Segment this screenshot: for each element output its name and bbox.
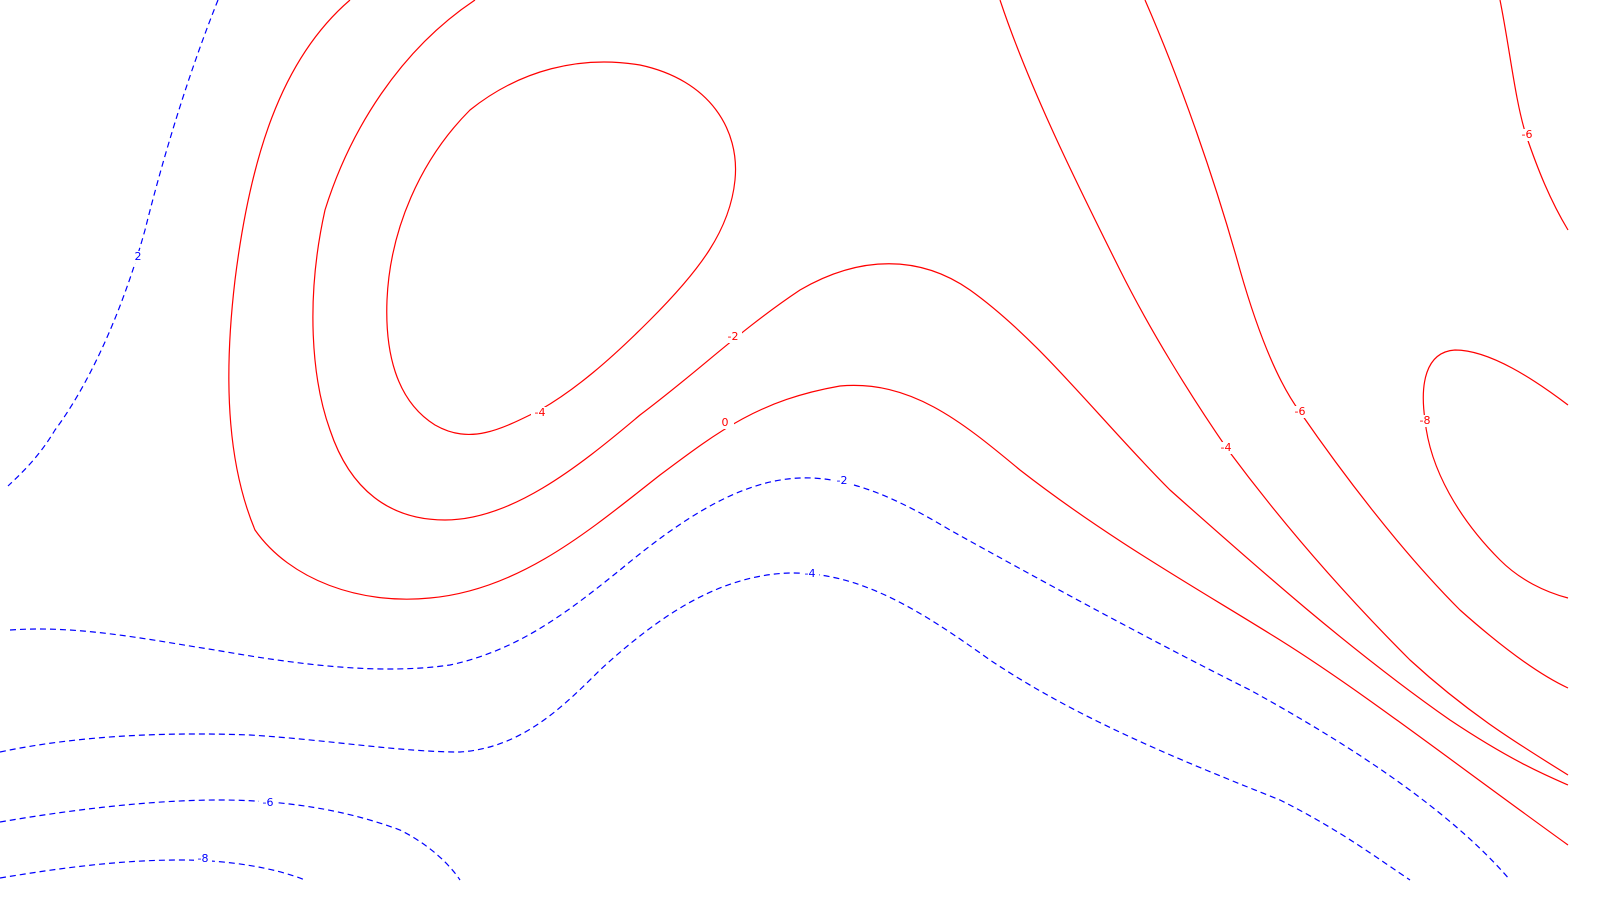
contour-label-bg-line-top-right--6 bbox=[1518, 129, 1536, 141]
contour-label-bg-line-dashed--2 bbox=[833, 475, 851, 487]
contour-label-line-right-bowl--8: -8 bbox=[1420, 414, 1431, 427]
contour-label-bg-line-right-bowl--8 bbox=[1416, 415, 1434, 427]
contour-label-line-right--6: -6 bbox=[1295, 405, 1306, 418]
contour-line-line-dashed--2 bbox=[9, 477, 1511, 881]
contour-line-line-outer-0 bbox=[228, 0, 1569, 846]
contour-label-line-dashed--6: -6 bbox=[263, 796, 274, 809]
contour-label-line-top-right--6: -6 bbox=[1522, 128, 1533, 141]
contour-line-line-right-bowl--8 bbox=[1422, 349, 1569, 599]
contour-line-line-dashed--4 bbox=[0, 572, 1411, 881]
contour-label-bg-line-dashed--4 bbox=[801, 568, 819, 580]
contour-label-line-dashed--4: -4 bbox=[805, 567, 816, 580]
contour-line-line-dashed--8 bbox=[0, 859, 306, 881]
contour-line-line-inner--4 bbox=[386, 61, 737, 435]
contour-label-bg-line-dashed--6 bbox=[259, 797, 277, 809]
contour-label-line-right--4: -4 bbox=[1221, 441, 1232, 454]
contour-label-bg-line-inner--4 bbox=[531, 407, 549, 419]
contour-label-bg-line-outer-0 bbox=[716, 417, 734, 429]
contour-line-line-left-dashed bbox=[7, 0, 219, 487]
contour-line-line-top-right--6 bbox=[1499, 0, 1569, 231]
contour-label-line-outer-0: 0 bbox=[722, 416, 729, 429]
contour-label-bg-line-dashed--8 bbox=[194, 853, 212, 865]
contour-line-line-middle--2 bbox=[312, 0, 1569, 786]
contour-label-bg-line-right--6 bbox=[1291, 406, 1309, 418]
contour-label-line-middle--2: -2 bbox=[728, 330, 739, 343]
contour-label-bg-line-middle--2 bbox=[724, 331, 742, 343]
contour-label-bg-line-left-dashed bbox=[129, 251, 147, 263]
contour-line-line-dashed--6 bbox=[0, 799, 461, 881]
contour-label-bg-line-right--4 bbox=[1217, 442, 1235, 454]
contour-label-line-left-dashed: 2 bbox=[135, 250, 142, 263]
contour-label-line-inner--4: -4 bbox=[535, 406, 546, 419]
contour-label-line-dashed--2: -2 bbox=[837, 474, 848, 487]
contour-label-line-dashed--8: -8 bbox=[198, 852, 209, 865]
contour-line-line-right--6 bbox=[1144, 0, 1569, 689]
